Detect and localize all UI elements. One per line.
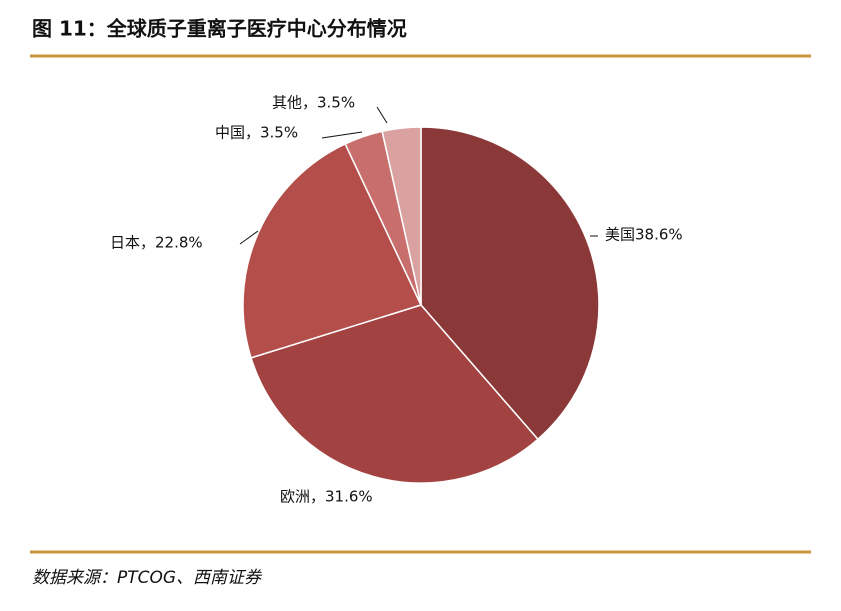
pie-slice <box>250 304 539 484</box>
data-label: 日本，22.8% <box>110 234 203 252</box>
leader-line <box>239 230 259 245</box>
pie-slice <box>420 126 600 441</box>
pie-slice <box>242 142 423 359</box>
data-label: 中国，3.5% <box>215 124 298 142</box>
data-label: 欧洲，31.6% <box>280 488 373 506</box>
source-note: 数据来源：PTCOG、西南证券 <box>32 568 263 588</box>
leader-line <box>376 106 388 124</box>
leader-line <box>321 131 363 139</box>
chart-title: 图 11：全球质子重离子医疗中心分布情况 <box>32 17 407 41</box>
pie-slice <box>381 126 422 306</box>
data-label: 其他，3.5% <box>272 94 355 112</box>
data-label: 美国38.6% <box>605 226 683 244</box>
